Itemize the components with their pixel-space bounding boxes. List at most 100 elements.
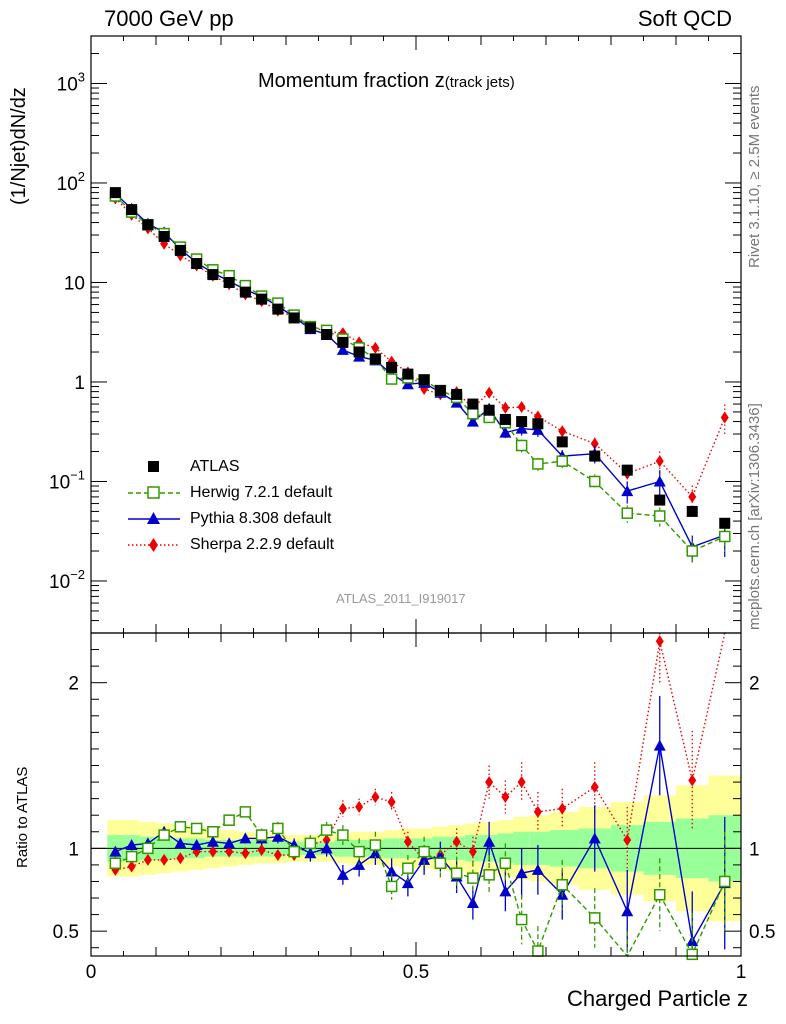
sherpa-ratio-point <box>387 795 396 808</box>
sherpa-main-point <box>688 490 697 503</box>
herwig-ratio-point <box>239 806 252 818</box>
herwig-ratio-point <box>255 829 268 841</box>
pythia-main-point <box>515 422 528 434</box>
atlas-data-point <box>174 244 186 256</box>
pythia-ratio-point <box>418 853 431 865</box>
pythia-ratio-point <box>304 847 317 859</box>
atlas-data-point <box>223 276 235 288</box>
herwig-ratio-point <box>158 829 170 841</box>
pythia-ratio-point <box>239 832 252 844</box>
legend-item-sherpa: Sherpa 2.2.9 default <box>124 534 404 560</box>
analysis-id-label: ATLAS_2011_I919017 <box>336 591 466 606</box>
pythia-ratio-point <box>466 896 479 908</box>
atlas-data-point <box>272 303 284 315</box>
sherpa-ratio-point <box>558 802 567 815</box>
ratio-tick-label: 1 <box>68 839 79 860</box>
y-tick-label: 102 <box>57 169 85 195</box>
process-label: Soft QCD <box>637 6 732 31</box>
pythia-ratio-point <box>109 845 122 857</box>
atlas-data-point <box>191 258 203 270</box>
atlas-data-point <box>516 416 528 428</box>
herwig-main-point <box>719 530 731 543</box>
herwig-ratio-point <box>142 842 154 855</box>
atlas-data-point <box>451 388 463 400</box>
atlas-data-point <box>386 361 398 373</box>
herwig-main-point <box>385 373 398 385</box>
x-tick-label: 0.5 <box>403 962 429 983</box>
atlas-data-point <box>483 404 495 416</box>
pythia-main-point <box>466 415 479 427</box>
herwig-ratio-point <box>515 913 528 926</box>
sherpa-ratio-point <box>338 802 347 815</box>
sherpa-ratio-point <box>371 790 380 803</box>
pythia-ratio-point <box>369 847 382 859</box>
atlas-data-point <box>353 346 365 358</box>
atlas-data-point <box>126 204 138 216</box>
ratio-tick-label-right: 2 <box>749 674 760 695</box>
legend-item-herwig: Herwig 7.2.1 default <box>124 482 404 508</box>
atlas-data-point <box>499 413 511 425</box>
legend-label-pythia: Pythia 8.308 default <box>190 510 332 527</box>
sherpa-main-point <box>501 401 510 414</box>
herwig-main-point <box>654 510 666 522</box>
herwig-main-point <box>532 458 544 470</box>
herwig-main-point <box>515 439 528 452</box>
atlas-data-point <box>719 517 731 529</box>
herwig-ratio-point <box>109 857 122 869</box>
atlas-data-point <box>434 385 446 397</box>
herwig-main-point <box>556 455 568 467</box>
herwig-ratio-point <box>385 880 398 893</box>
sherpa-ratio-point <box>160 853 169 866</box>
pythia-main-point <box>531 423 544 435</box>
pythia-ratio-point <box>621 905 634 917</box>
sherpa-ratio-point <box>225 845 234 858</box>
ratio-tick-label: 0.5 <box>53 922 79 943</box>
atlas-data-point <box>109 187 121 199</box>
sherpa-ratio-point <box>590 781 599 794</box>
sherpa-ratio-line <box>115 632 726 871</box>
atlas-data-point <box>288 312 300 324</box>
sherpa-ratio-point <box>176 852 185 865</box>
legend-item-atlas: ATLAS <box>124 456 404 482</box>
atlas-data-point <box>686 505 698 517</box>
y-tick-label: 1 <box>74 373 85 394</box>
herwig-main-point <box>467 407 479 420</box>
sherpa-ratio-point <box>452 835 461 848</box>
pythia-ratio-point <box>401 877 414 889</box>
atlas-data-point <box>654 494 666 506</box>
pythia-ratio-point <box>588 832 601 844</box>
sherpa-main-point <box>655 455 664 468</box>
chart-title-sub: (track jets) <box>444 74 515 91</box>
atlas-data-point <box>256 293 268 305</box>
chart-title-main: Momentum fraction z <box>258 70 445 92</box>
energy-label: 7000 GeV pp <box>104 6 234 31</box>
herwig-ratio-point <box>320 824 333 836</box>
sherpa-ratio-point <box>241 847 250 860</box>
pythia-ratio-point <box>515 867 528 879</box>
herwig-ratio-point <box>418 845 430 858</box>
pythia-ratio-point <box>653 739 666 751</box>
rivet-version-label: Rivet 3.1.10, ≥ 2.5M events <box>746 85 763 269</box>
herwig-ratio-point <box>556 879 568 891</box>
ratio-frame <box>90 632 742 957</box>
atlas-data-point <box>556 436 568 448</box>
pythia-ratio-point <box>385 865 398 877</box>
legend-label-atlas: ATLAS <box>190 458 240 475</box>
pythia-ratio-point <box>271 830 284 842</box>
sherpa-ratio-point <box>355 800 364 813</box>
pythia-ratio-point <box>320 842 333 854</box>
atlas-data-point <box>142 219 154 231</box>
sherpa-ratio-point <box>403 835 412 848</box>
herwig-ratio-point <box>402 862 414 874</box>
sherpa-main-point <box>590 437 599 450</box>
atlas-data-point <box>418 374 430 386</box>
herwig-ratio-point <box>337 829 349 841</box>
legend-label-sherpa: Sherpa 2.2.9 default <box>190 536 335 553</box>
herwig-ratio-point <box>174 821 187 833</box>
ratio-tick-label-right: 1 <box>749 839 760 860</box>
sherpa-ratio-point <box>688 774 697 787</box>
herwig-ratio-point <box>207 826 219 838</box>
ratio-axis-label: Ratio to ATLAS <box>14 766 31 868</box>
herwig-ratio-point <box>686 948 698 961</box>
sherpa-main-point <box>371 341 380 354</box>
